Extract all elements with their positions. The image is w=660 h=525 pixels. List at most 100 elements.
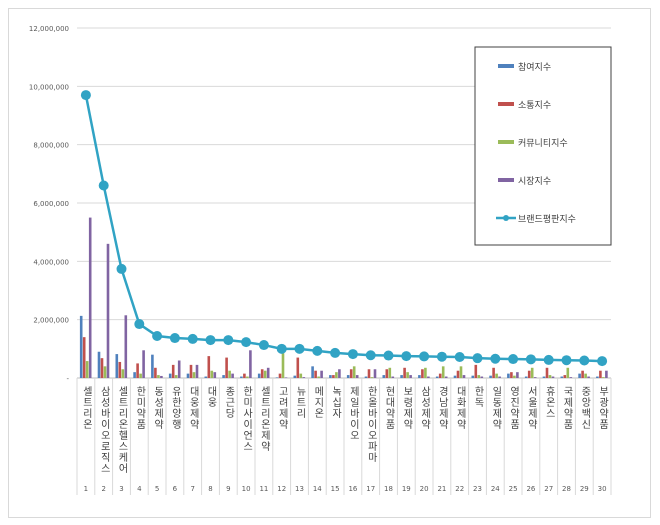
category-label: 서울제약 xyxy=(525,386,537,430)
bar-커뮤니티지수 xyxy=(263,370,267,378)
y-tick-label: 6,000,000 xyxy=(33,200,69,208)
rank-label: 13 xyxy=(295,485,304,493)
bar-참여지수 xyxy=(257,373,261,378)
bar-시장지수 xyxy=(302,377,306,378)
rank-label: 28 xyxy=(562,485,571,493)
line-point xyxy=(205,335,216,346)
bar-참여지수 xyxy=(435,376,439,378)
line-point xyxy=(561,355,572,366)
bar-참여지수 xyxy=(186,373,190,378)
bar-소통지수 xyxy=(385,369,389,378)
line-point xyxy=(436,351,447,362)
bar-시장지수 xyxy=(124,315,128,378)
rank-label: 22 xyxy=(455,485,464,493)
line-point xyxy=(401,351,412,362)
line-point xyxy=(241,337,252,348)
bar-참여지수 xyxy=(133,372,136,378)
bar-참여지수 xyxy=(489,375,492,378)
bar-참여지수 xyxy=(418,375,421,378)
line-point xyxy=(597,356,608,367)
category-label: 대웅 xyxy=(205,386,217,408)
rank-label: 21 xyxy=(437,485,446,493)
bar-커뮤니티지수 xyxy=(424,367,427,378)
bar-시장지수 xyxy=(284,377,288,378)
bar-커뮤니티지수 xyxy=(602,377,605,378)
bar-커뮤니티지수 xyxy=(85,361,89,378)
category-label: 부광약품 xyxy=(597,386,609,430)
bar-소통지수 xyxy=(243,373,246,378)
bar-시장지수 xyxy=(569,377,573,378)
bar-커뮤니티지수 xyxy=(192,372,196,378)
category-label: 대웅제약 xyxy=(187,386,199,430)
line-point xyxy=(134,319,145,330)
legend-swatch xyxy=(498,140,514,144)
bar-소통지수 xyxy=(474,364,478,378)
line-point xyxy=(365,350,376,361)
bar-참여지수 xyxy=(596,376,599,378)
bar-시장지수 xyxy=(213,372,217,378)
line-point xyxy=(454,352,465,362)
bar-커뮤니티지수 xyxy=(406,372,409,378)
bar-소통지수 xyxy=(100,358,104,378)
category-label: 경남제약 xyxy=(436,385,448,430)
bar-커뮤니티지수 xyxy=(388,367,392,378)
rank-label: 8 xyxy=(208,485,212,493)
rank-label: 14 xyxy=(313,485,322,493)
bar-시장지수 xyxy=(533,377,537,378)
bar-소통지수 xyxy=(260,369,264,378)
rank-label: 24 xyxy=(491,485,500,493)
category-label: 한올바이오파마 xyxy=(365,386,377,463)
bar-참여지수 xyxy=(560,376,564,378)
rank-label: 25 xyxy=(509,485,518,493)
category-label: 동성제약 xyxy=(152,386,164,430)
bar-시장지수 xyxy=(605,370,608,378)
line-point xyxy=(223,335,234,346)
line-point xyxy=(490,353,501,364)
legend-label: 커뮤니티지수 xyxy=(518,138,568,149)
bar-커뮤니티지수 xyxy=(210,370,214,378)
bar-커뮤니티지수 xyxy=(335,372,338,378)
bar-커뮤니티지수 xyxy=(174,375,178,378)
bar-참여지수 xyxy=(168,373,172,378)
bar-시장지수 xyxy=(373,369,377,378)
bar-시장지수 xyxy=(160,375,163,378)
bar-소통지수 xyxy=(207,356,211,378)
bar-소통지수 xyxy=(332,375,335,378)
line-point xyxy=(579,355,590,366)
bar-시장지수 xyxy=(249,350,252,378)
line-point xyxy=(383,350,394,361)
rank-label: 18 xyxy=(384,485,393,493)
bar-시장지수 xyxy=(444,376,448,378)
rank-label: 10 xyxy=(242,485,251,493)
rank-label: 20 xyxy=(420,485,429,493)
bar-커뮤니티지수 xyxy=(281,353,285,378)
bar-소통지수 xyxy=(527,370,531,378)
category-label: 뉴트리 xyxy=(294,386,306,419)
legend-label: 브랜드평판지수 xyxy=(518,214,576,225)
category-label: 영진약품 xyxy=(508,386,520,430)
category-label: 한독 xyxy=(472,386,484,408)
line-point xyxy=(347,349,358,360)
bar-커뮤니티지수 xyxy=(495,373,498,378)
category-label: 중앙백신 xyxy=(579,386,591,430)
bar-시장지수 xyxy=(320,370,323,378)
category-label: 삼성바이오로직스 xyxy=(98,386,110,474)
category-label: 제일바이오 xyxy=(347,386,359,441)
rank-label: 7 xyxy=(190,485,194,493)
bar-커뮤니티지수 xyxy=(317,376,320,378)
y-tick-label: 4,000,000 xyxy=(33,258,69,266)
bar-시장지수 xyxy=(195,364,199,378)
bar-커뮤니티지수 xyxy=(584,373,587,378)
bar-커뮤니티지수 xyxy=(157,375,160,378)
legend-marker xyxy=(503,215,509,221)
y-tick-label: 12,000,000 xyxy=(29,25,69,33)
bar-소통지수 xyxy=(136,363,139,378)
category-label: 보령제약 xyxy=(401,386,413,430)
legend-label: 참여지수 xyxy=(518,61,551,73)
bar-참여지수 xyxy=(275,377,279,378)
bar-참여지수 xyxy=(542,376,546,378)
bar-커뮤니티지수 xyxy=(566,367,570,378)
line-point xyxy=(330,347,341,358)
line-point xyxy=(152,331,163,341)
bar-참여지수 xyxy=(293,375,297,378)
